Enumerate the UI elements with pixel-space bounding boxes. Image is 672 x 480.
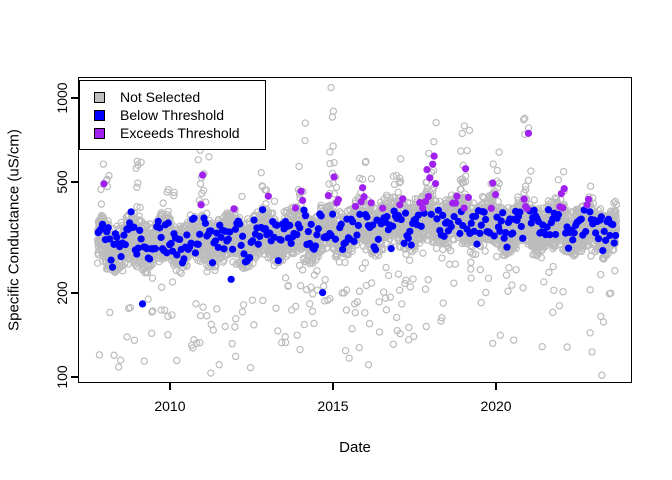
y-axis-title: Specific Conductance (uS/cm) <box>5 129 23 331</box>
x-axis-tick-label: 2015 <box>317 398 349 414</box>
x-axis-tick <box>169 383 171 390</box>
x-axis-title: Date <box>339 439 371 456</box>
x-axis-tick-label: 2010 <box>154 398 186 414</box>
exceeds-threshold-swatch-icon <box>94 127 105 139</box>
y-axis-tick-label: 1000 <box>54 82 70 114</box>
y-axis-tick <box>71 97 78 99</box>
legend-label-below-threshold: Below Threshold <box>120 107 225 123</box>
x-axis-tick <box>495 383 497 390</box>
y-axis-tick-label: 100 <box>54 365 70 389</box>
x-axis-tick-label: 2020 <box>480 398 512 414</box>
y-axis-tick-label: 200 <box>54 281 70 305</box>
below-threshold-swatch-icon <box>94 109 105 121</box>
legend-row-exceeds-threshold: Exceeds Threshold <box>80 126 265 140</box>
y-axis-tick <box>71 376 78 378</box>
legend-box: Not Selected Below Threshold Exceeds Thr… <box>79 80 266 150</box>
x-axis-tick <box>332 383 334 390</box>
y-axis-tick-label: 500 <box>54 170 70 194</box>
y-axis-tick <box>71 292 78 294</box>
legend-row-below-threshold: Below Threshold <box>80 108 265 122</box>
not-selected-swatch-icon <box>94 91 105 103</box>
legend-label-exceeds-threshold: Exceeds Threshold <box>120 125 240 141</box>
legend-label-not-selected: Not Selected <box>120 89 201 105</box>
legend-row-not-selected: Not Selected <box>80 90 265 104</box>
y-axis-tick <box>71 181 78 183</box>
